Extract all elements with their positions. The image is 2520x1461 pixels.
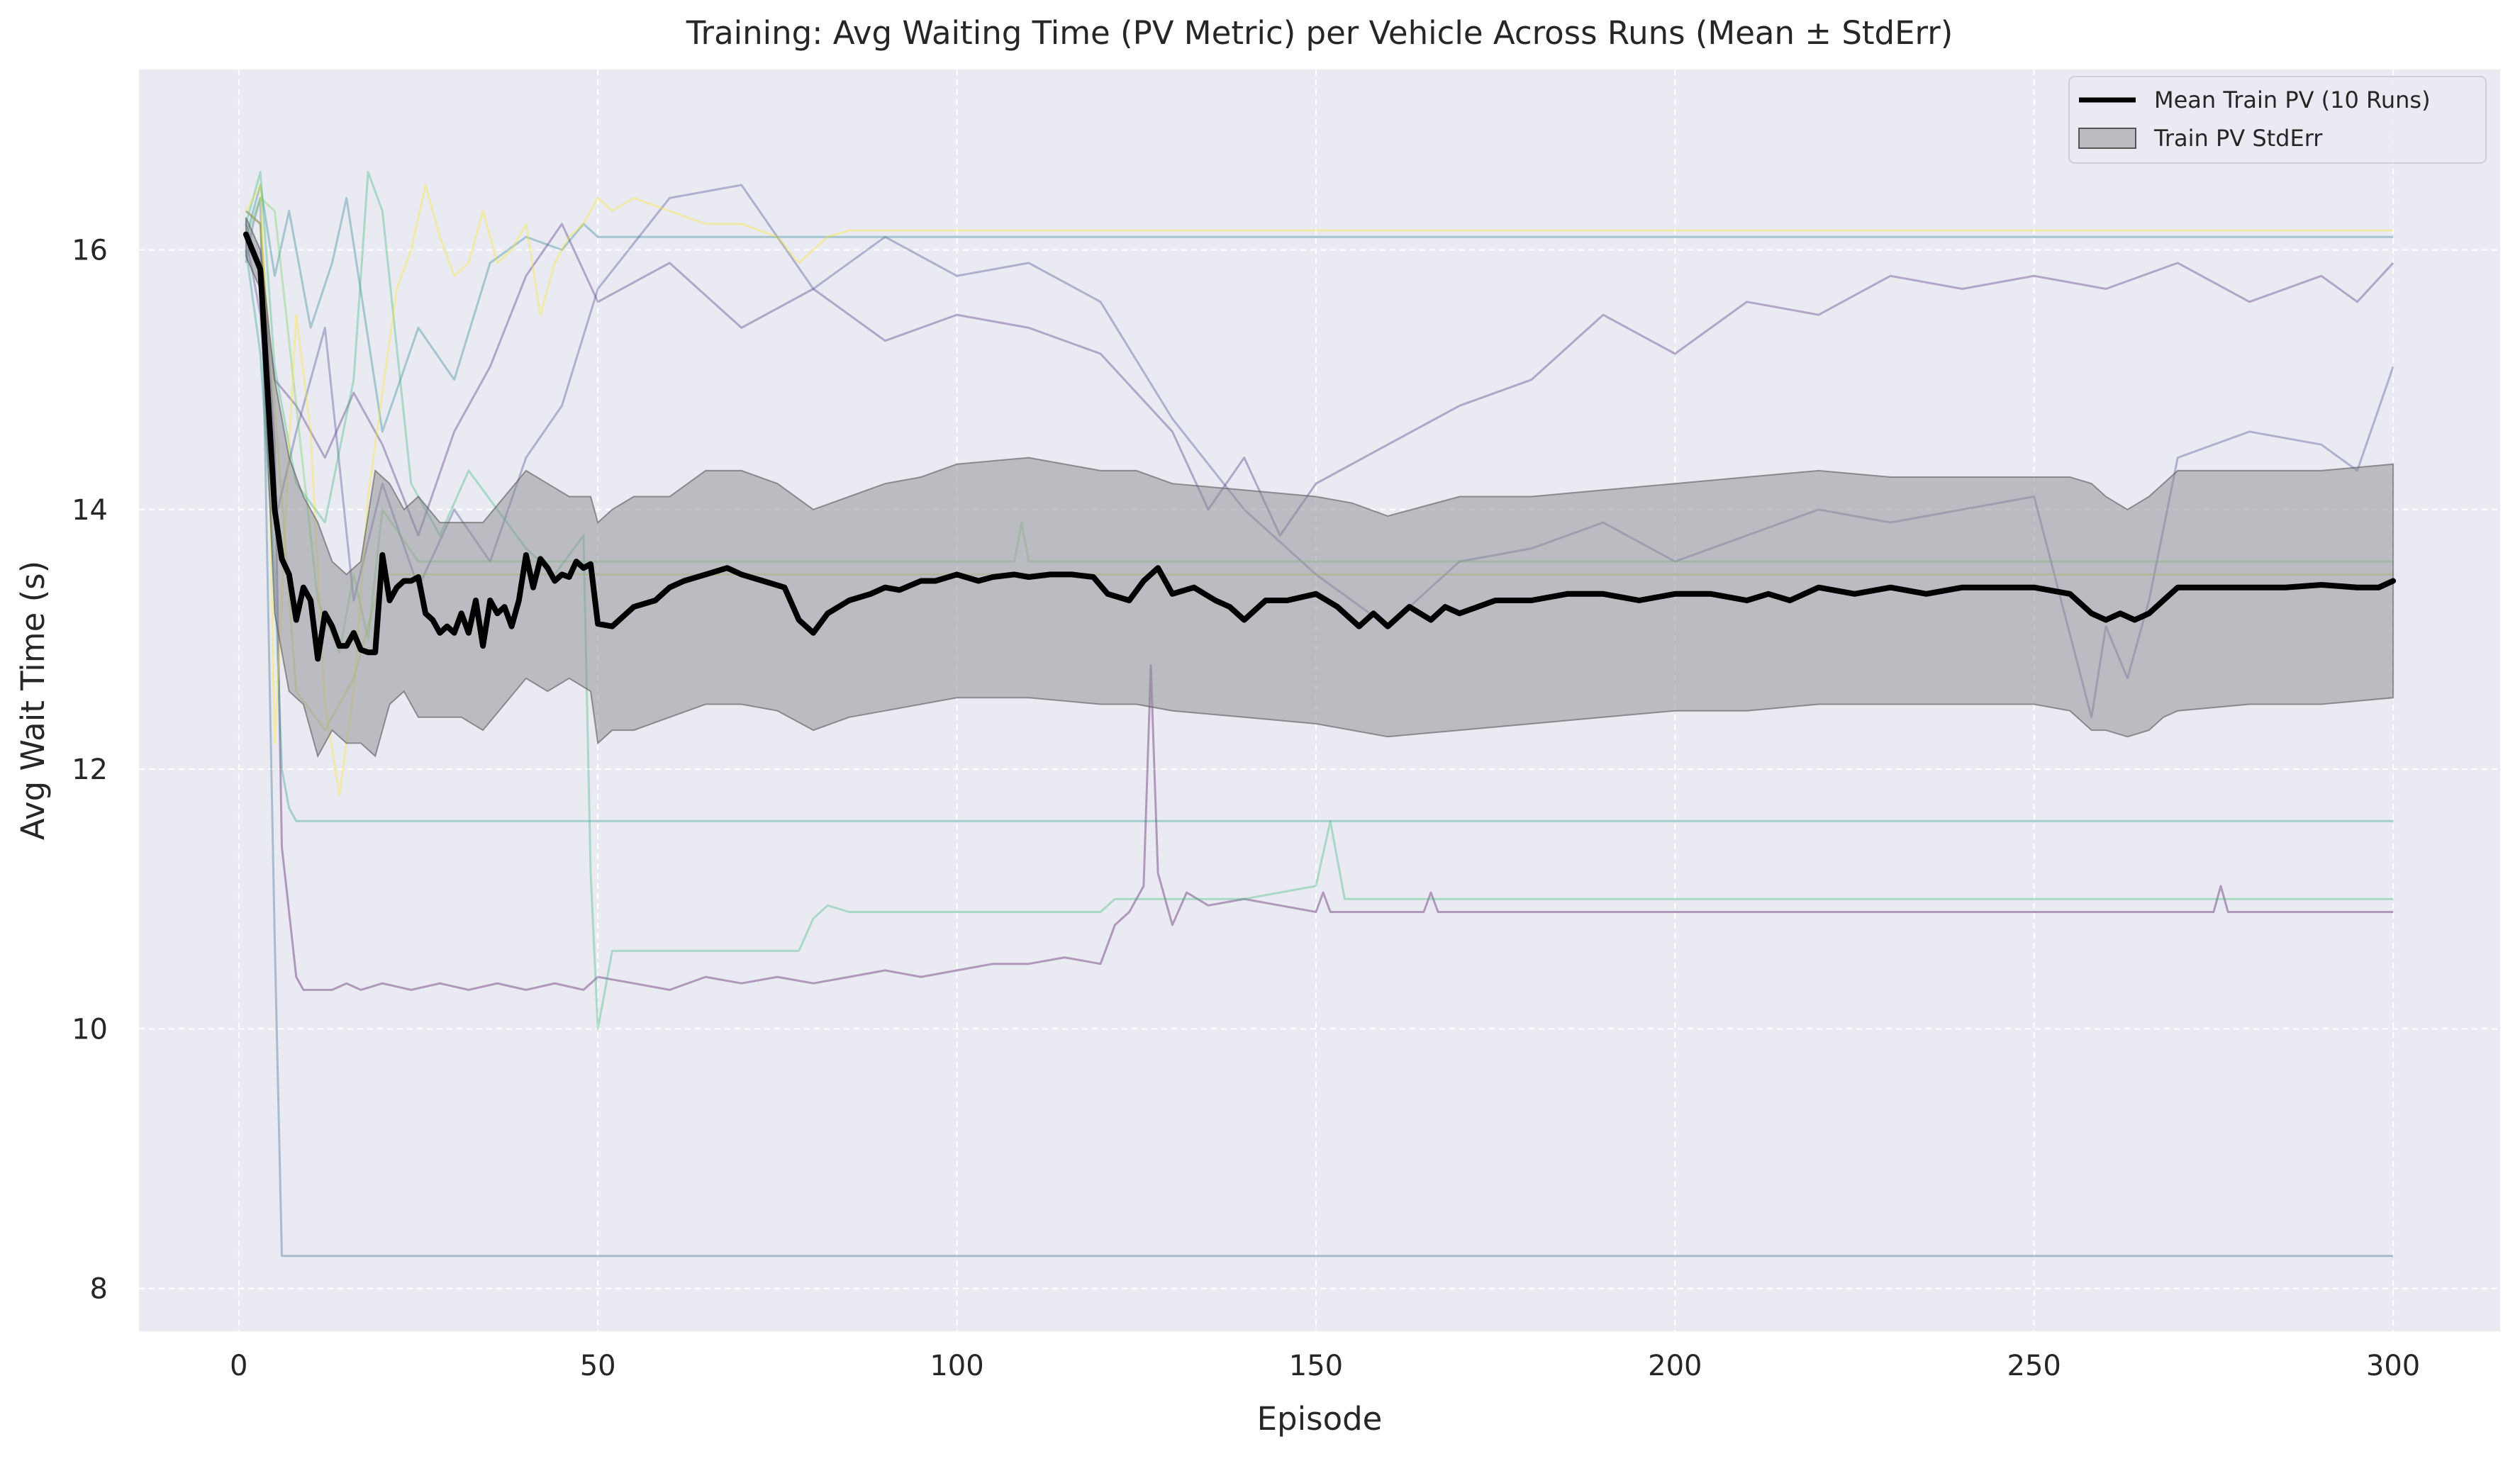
legend-box (2068, 76, 2487, 164)
y-tick-label: 16 (72, 235, 108, 267)
x-tick-label: 0 (230, 1350, 247, 1382)
legend-mean-label: Mean Train PV (10 Runs) (2154, 86, 2431, 113)
stderr-band-layer (245, 217, 2394, 759)
chart-title: Training: Avg Waiting Time (PV Metric) p… (686, 14, 1953, 52)
x-tick-label: 100 (930, 1350, 983, 1382)
run-line-1 (245, 210, 2394, 991)
y-tick-label: 12 (72, 754, 108, 786)
run-line-4 (245, 196, 2394, 1258)
legend-stderr-label: Train PV StdErr (2153, 125, 2323, 152)
legend: Mean Train PV (10 Runs) Train PV StdErr (2068, 76, 2487, 164)
y-tick-label: 8 (90, 1273, 108, 1306)
y-tick-labels: 8 10 12 14 16 (72, 235, 108, 1306)
y-tick-label: 10 (72, 1013, 108, 1046)
mean-line-layer (242, 231, 2397, 662)
x-tick-label: 300 (2366, 1350, 2420, 1382)
x-tick-labels: 0 50 100 150 200 250 300 (230, 1350, 2420, 1382)
x-tick-label: 150 (1289, 1350, 1343, 1382)
x-tick-label: 250 (2007, 1350, 2061, 1382)
x-axis-label: Episode (1257, 1400, 1383, 1438)
legend-stderr-swatch (2078, 128, 2136, 149)
run-line-5 (245, 184, 2394, 433)
run-line-6 (245, 250, 2394, 822)
y-tick-label: 14 (72, 494, 108, 527)
run-line-10 (245, 184, 2394, 797)
run-line-7 (245, 171, 2394, 1030)
stderr-band (245, 217, 2394, 759)
x-tick-label: 200 (1648, 1350, 1702, 1382)
x-tick-label: 50 (580, 1350, 616, 1382)
mean-line (242, 231, 2397, 662)
y-axis-label: Avg Wait Time (s) (14, 561, 52, 840)
